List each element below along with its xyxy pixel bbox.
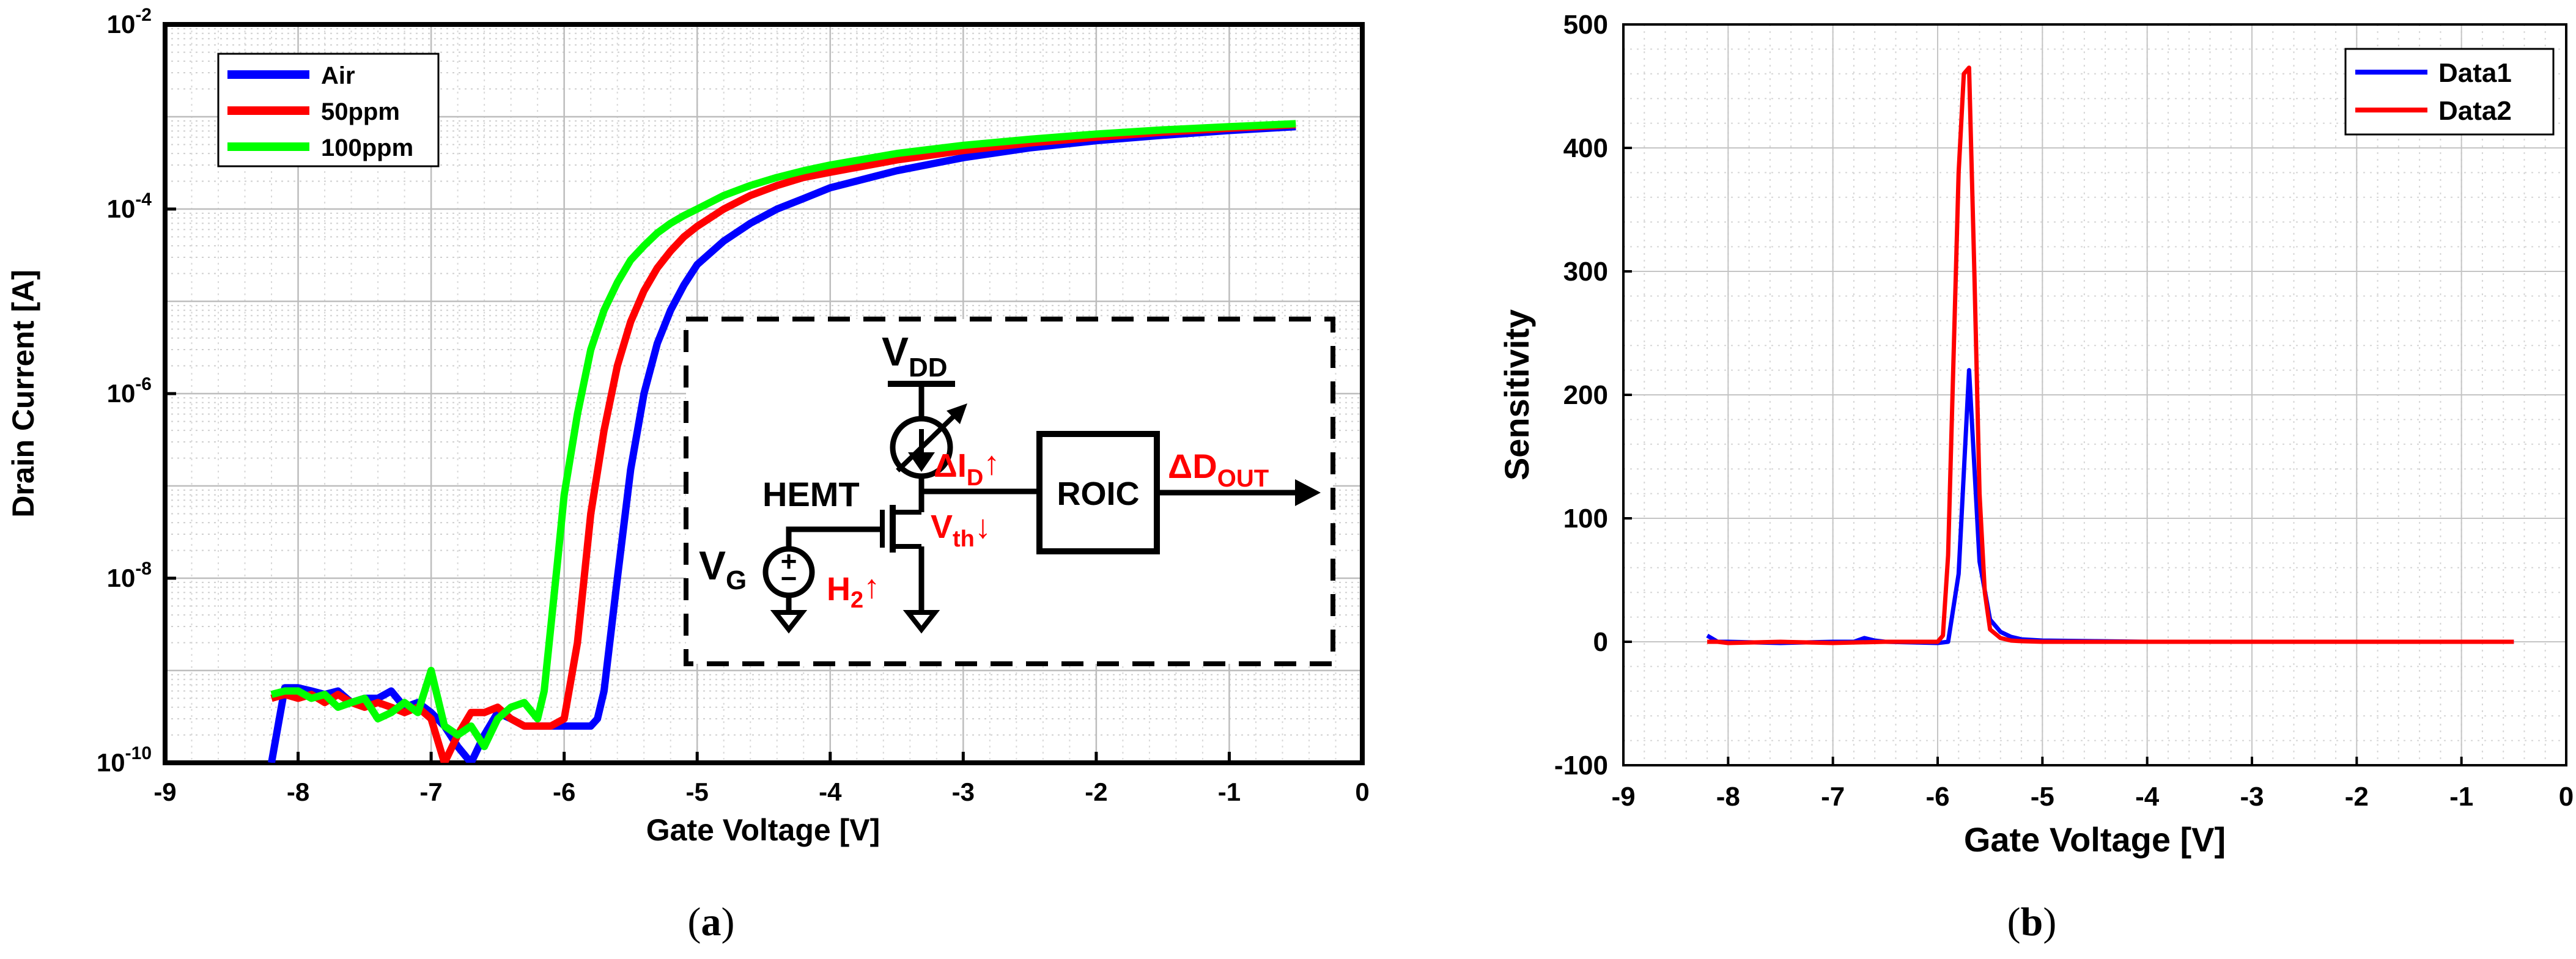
x-tick-label-a: -9: [153, 777, 176, 806]
y-tick-label-b: -100: [1554, 751, 1608, 781]
x-tick-label-a: -2: [1085, 777, 1107, 806]
x-tick-label-b: -6: [1925, 782, 1949, 812]
x-tick-label-b: -4: [2135, 782, 2160, 812]
series-line-data2: [1707, 65, 2514, 645]
x-axis-label-a: Gate Voltage [V]: [646, 813, 880, 847]
y-tick-label-b: 400: [1563, 133, 1608, 163]
legend-a-100ppm-label: 100ppm: [321, 134, 413, 161]
grid-b: [1623, 24, 2567, 766]
legend-a: Air 50ppm 100ppm: [217, 53, 440, 167]
x-tick-label-a: -8: [287, 777, 309, 806]
panel-label-b: (b): [2007, 900, 2057, 944]
y-tick-label-b: 0: [1593, 627, 1608, 657]
y-tick-label-a: 10-4: [107, 189, 152, 223]
series-b: [1706, 65, 2514, 645]
vg-minus-sign: −: [781, 562, 797, 594]
vg-ground-icon: [770, 610, 808, 634]
vg-plus-sign: +: [781, 545, 797, 577]
panel-label-a: (a): [688, 900, 735, 944]
series-a: [268, 120, 1296, 763]
x-tick-label-b: -2: [2345, 782, 2369, 812]
source-ground-icon: [902, 610, 940, 634]
legend-a-air-label: Air: [321, 62, 355, 89]
y-ticks-b: -100 0 100 200 300 400 500: [1554, 10, 1632, 781]
x-ticks-a: -9 -8 -7 -6 -5 -4 -3 -2 -1 0: [153, 752, 1370, 806]
vth-label: Vth↓: [931, 509, 991, 552]
delta-id-label: ΔID↑: [934, 445, 1000, 491]
inset-circuit: VDD HEMT VG + −: [684, 317, 1335, 666]
x-tick-label-a: 0: [1355, 777, 1369, 806]
series-line-data1: [1706, 368, 2514, 645]
delta-dout-label: ΔDOUT: [1168, 447, 1269, 492]
x-tick-label-b: -5: [2031, 782, 2054, 812]
x-tick-label-a: -6: [553, 777, 575, 806]
y-tick-label-a: 10-2: [107, 5, 152, 39]
panel-b: -9 -8 -7 -6 -5 -4 -3 -2 -1 0 -100 0 100 200 300 400 500…: [1497, 10, 2574, 944]
x-tick-label-a: -4: [819, 777, 842, 806]
legend-b-data2-label: Data2: [2438, 96, 2512, 126]
gate-wire: [786, 526, 882, 549]
x-tick-label-a: -5: [686, 777, 709, 806]
y-axis-label-b: Sensitivity: [1497, 309, 1536, 480]
y-tick-label-a: 10-8: [107, 559, 152, 592]
series-line-air: [268, 123, 1296, 763]
roic-label: ROIC: [1057, 476, 1140, 512]
h2-label: H2↑: [827, 568, 880, 613]
y-tick-label-a: 10-6: [107, 374, 152, 408]
x-tick-label-b: -8: [1716, 782, 1740, 812]
vg-label: VG: [699, 543, 747, 595]
hemt-label: HEMT: [762, 475, 860, 513]
x-tick-label-a: -3: [952, 777, 975, 806]
y-tick-label-b: 100: [1563, 504, 1608, 534]
y-tick-label-b: 300: [1563, 257, 1608, 287]
y-tick-label-b: 500: [1563, 10, 1608, 40]
x-axis-label-b: Gate Voltage [V]: [1964, 820, 2226, 859]
legend-a-50ppm-label: 50ppm: [321, 98, 400, 125]
x-tick-label-b: -3: [2240, 782, 2264, 812]
y-tick-label-a: 10-10: [97, 743, 152, 777]
variable-source-arrow-icon: [896, 411, 959, 472]
x-tick-label-b: -9: [1611, 782, 1635, 812]
x-tick-label-b: 0: [2559, 782, 2574, 812]
series-line-100ppm: [270, 120, 1296, 751]
y-tick-label-b: 200: [1563, 380, 1608, 410]
legend-b: Data1 Data2: [2344, 48, 2555, 136]
x-tick-label-b: -7: [1821, 782, 1845, 812]
y-ticks-a: 10-10 10-8 10-6 10-4 10-2: [97, 5, 176, 777]
y-axis-label-a: Drain Current [A]: [6, 270, 40, 518]
x-tick-label-b: -1: [2449, 782, 2473, 812]
x-ticks-b: -9 -8 -7 -6 -5 -4 -3 -2 -1 0: [1611, 757, 2574, 812]
x-tick-label-a: -1: [1218, 777, 1241, 806]
panel-a: -9 -8 -7 -6 -5 -4 -3 -2 -1 0 10-1010-810-610-410-…: [6, 5, 1370, 944]
vdd-label: VDD: [882, 329, 948, 383]
variable-source-arrowhead-icon: [947, 403, 967, 424]
x-tick-label-a: -7: [419, 777, 442, 806]
legend-b-data1-label: Data1: [2438, 58, 2512, 88]
legend-b-box: [2344, 48, 2555, 136]
output-arrowhead-icon: [1295, 479, 1321, 506]
